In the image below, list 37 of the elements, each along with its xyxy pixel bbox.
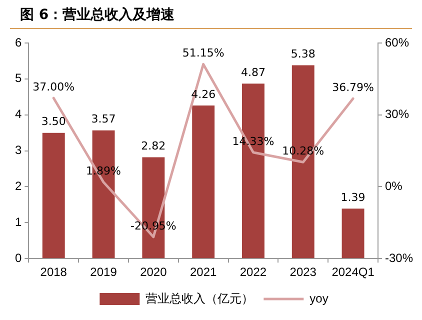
y-tick-label: 2 bbox=[14, 179, 22, 194]
x-tick-label: 2018 bbox=[40, 265, 68, 280]
y2-tick-label: 0% bbox=[384, 179, 403, 194]
y2-tick-label: -30% bbox=[384, 250, 414, 265]
x-tick-label: 2020 bbox=[140, 265, 168, 280]
y2-tick-label: 30% bbox=[384, 107, 410, 122]
data-label: 51.15% bbox=[182, 46, 224, 60]
data-label: 2.82 bbox=[141, 140, 166, 153]
y-tick-label: 0 bbox=[14, 250, 22, 265]
data-label: 10.28% bbox=[282, 144, 324, 158]
data-label: 36.79% bbox=[332, 80, 374, 94]
legend-label: yoy bbox=[310, 291, 328, 306]
y-tick-label: 3 bbox=[14, 143, 22, 158]
data-label: 4.26 bbox=[191, 88, 216, 101]
chart-title: 图 6：营业总收入及增速 bbox=[10, 0, 412, 29]
data-label: -20.95% bbox=[130, 219, 176, 232]
y-tick-label: 4 bbox=[14, 107, 22, 122]
y-tick-label: 6 bbox=[14, 35, 22, 50]
y-tick-label: 5 bbox=[14, 71, 22, 86]
y2-tick-label: 60% bbox=[384, 35, 410, 50]
data-label: 4.87 bbox=[240, 66, 266, 79]
data-label: 37.00% bbox=[32, 80, 75, 94]
bar bbox=[342, 208, 364, 258]
x-tick-label: 2023 bbox=[290, 265, 317, 280]
x-tick-label: 2022 bbox=[240, 265, 267, 280]
x-tick-label: 2021 bbox=[190, 265, 217, 280]
bar bbox=[192, 106, 215, 258]
legend-label: 营业总收入（亿元） bbox=[146, 291, 254, 306]
data-label: 14.33% bbox=[232, 134, 274, 148]
data-label: 5.38 bbox=[290, 48, 316, 61]
x-tick-label: 2024Q1 bbox=[332, 265, 375, 280]
y-tick-label: 1 bbox=[14, 214, 22, 229]
bar bbox=[42, 132, 65, 258]
data-label: 1.39 bbox=[340, 191, 366, 204]
data-label: 3.57 bbox=[91, 112, 116, 126]
x-tick-label: 2019 bbox=[90, 265, 118, 280]
data-label: 3.50 bbox=[41, 115, 66, 128]
